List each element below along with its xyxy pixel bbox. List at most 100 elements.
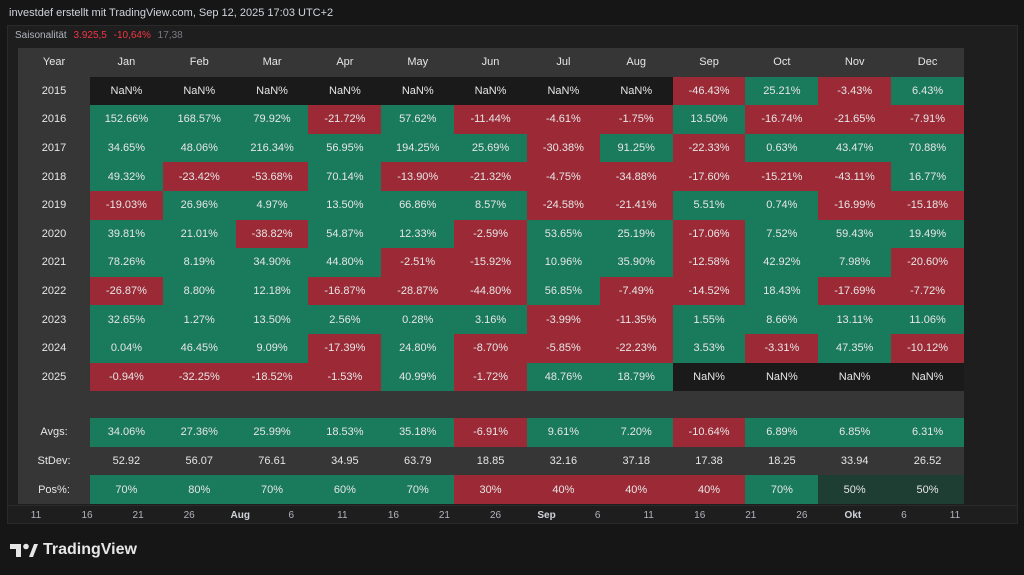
column-header: Jul — [526, 48, 600, 77]
indicator-value-change: -10,64% — [113, 30, 151, 41]
return-cell: -18.52% — [235, 362, 309, 392]
return-cell: 25.21% — [745, 76, 819, 106]
return-cell: -2.59% — [454, 219, 527, 249]
axis-tick-label: Aug — [230, 510, 250, 521]
stats-cell: -6.91% — [454, 418, 527, 447]
stats-cell: 18.85 — [454, 446, 527, 476]
stats-cell: 6.89% — [745, 418, 819, 447]
stats-cell: 70% — [90, 475, 163, 504]
stats-cell: 6.31% — [891, 418, 964, 447]
return-cell: -17.69% — [818, 276, 892, 306]
return-cell: 78.26% — [90, 248, 163, 277]
return-cell: 16.77% — [891, 162, 964, 191]
year-cell: 2025 — [18, 362, 90, 392]
stats-label: Avgs: — [18, 418, 90, 447]
return-cell: -23.42% — [162, 162, 236, 191]
return-cell: -38.82% — [235, 219, 309, 249]
indicator-name[interactable]: Saisonalität — [15, 30, 67, 41]
stats-cell: 25.99% — [235, 418, 309, 447]
time-axis[interactable]: 11 16 21 26 Aug 6 11 16 21 26 Sep 6 11 16 21 26 Okt 6 11 — [7, 505, 1017, 522]
year-cell: 2019 — [18, 190, 90, 220]
return-cell: 34.65% — [90, 133, 163, 163]
return-cell: NaN% — [818, 362, 892, 392]
return-cell: 9.09% — [235, 333, 309, 363]
spacer-cell — [18, 391, 90, 419]
return-cell: 47.35% — [818, 333, 892, 363]
stats-cell: 56.07 — [162, 446, 236, 476]
spacer-cell — [381, 391, 455, 419]
return-cell: 13.11% — [818, 305, 892, 334]
return-cell: 13.50% — [308, 190, 382, 220]
return-cell: -7.49% — [599, 276, 673, 306]
return-cell: -3.99% — [526, 305, 600, 334]
return-cell: -15.21% — [745, 162, 819, 191]
stats-cell: 52.92 — [90, 446, 163, 476]
return-cell: 194.25% — [381, 133, 455, 163]
return-cell: 32.65% — [90, 305, 163, 334]
column-header: Oct — [745, 48, 819, 77]
stats-cell: 32.16 — [526, 446, 600, 476]
stats-cell: 70% — [381, 475, 455, 504]
return-cell: -12.58% — [672, 248, 746, 277]
return-cell: 57.62% — [381, 105, 455, 134]
return-cell: -30.38% — [526, 133, 600, 163]
axis-tick-label: 11 — [643, 510, 654, 521]
year-cell: 2023 — [18, 305, 90, 334]
column-header: Nov — [818, 48, 892, 77]
return-cell: 18.79% — [599, 362, 673, 392]
return-cell: 3.53% — [672, 333, 746, 363]
stats-cell: 63.79 — [381, 446, 455, 476]
return-cell: 0.28% — [381, 305, 455, 334]
return-cell: 12.18% — [235, 276, 309, 306]
return-cell: -21.72% — [308, 105, 382, 134]
return-cell: -34.88% — [599, 162, 673, 191]
table-row: 2016 152.66% 168.57% 79.92% -21.72% 57.62% -11… — [18, 105, 964, 134]
axis-tick-label: 21 — [438, 510, 450, 521]
tradingview-logo[interactable]: TradingView — [10, 541, 137, 559]
stats-cell: 33.94 — [818, 446, 892, 476]
stats-cell: 40% — [526, 475, 600, 504]
return-cell: 4.97% — [235, 190, 309, 220]
stats-cell: 7.20% — [599, 418, 673, 447]
return-cell: -32.25% — [162, 362, 236, 392]
stats-label: StDev: — [18, 446, 90, 476]
return-cell: -5.85% — [526, 333, 600, 363]
stats-label: Pos%: — [18, 475, 90, 504]
return-cell: NaN% — [90, 76, 163, 106]
return-cell: 3.16% — [454, 305, 527, 334]
return-cell: -10.12% — [891, 333, 964, 363]
return-cell: -15.18% — [891, 190, 964, 220]
return-cell: NaN% — [526, 76, 600, 106]
axis-tick-label: 16 — [387, 510, 399, 521]
spacer-cell — [235, 391, 309, 419]
table-row: 2023 32.65% 1.27% 13.50% 2.56% 0.28% 3.16% -3.9… — [18, 305, 964, 334]
axis-tick-label: 6 — [288, 510, 295, 521]
indicator-legend[interactable]: Saisonalität 3.925,5 -10,64% 17,38 — [15, 30, 183, 41]
column-header: Apr — [308, 48, 382, 77]
return-cell: 39.81% — [90, 219, 163, 249]
stats-row: Pos%: 70% 80% 70% 60% 70% 30% 40% 40% 40% 70% 50% 50… — [18, 475, 964, 504]
stats-cell: 34.06% — [90, 418, 163, 447]
return-cell: NaN% — [672, 362, 746, 392]
return-cell: 54.87% — [308, 219, 382, 249]
return-cell: 8.80% — [162, 276, 236, 306]
brand-name: TradingView — [43, 541, 137, 558]
return-cell: 34.90% — [235, 248, 309, 277]
axis-tick-label: Sep — [537, 510, 556, 521]
return-cell: NaN% — [162, 76, 236, 106]
return-cell: 25.69% — [454, 133, 527, 163]
return-cell: -53.68% — [235, 162, 309, 191]
axis-tick-label: 11 — [337, 510, 348, 521]
return-cell: -13.90% — [381, 162, 455, 191]
return-cell: -21.41% — [599, 190, 673, 220]
spacer-cell — [818, 391, 892, 419]
return-cell: -17.60% — [672, 162, 746, 191]
stats-cell: -10.64% — [672, 418, 746, 447]
return-cell: 12.33% — [381, 219, 455, 249]
return-cell: 40.99% — [381, 362, 455, 392]
return-cell: -0.94% — [90, 362, 163, 392]
return-cell: 168.57% — [162, 105, 236, 134]
return-cell: -16.99% — [818, 190, 892, 220]
year-cell: 2018 — [18, 162, 90, 191]
return-cell: 1.55% — [672, 305, 746, 334]
